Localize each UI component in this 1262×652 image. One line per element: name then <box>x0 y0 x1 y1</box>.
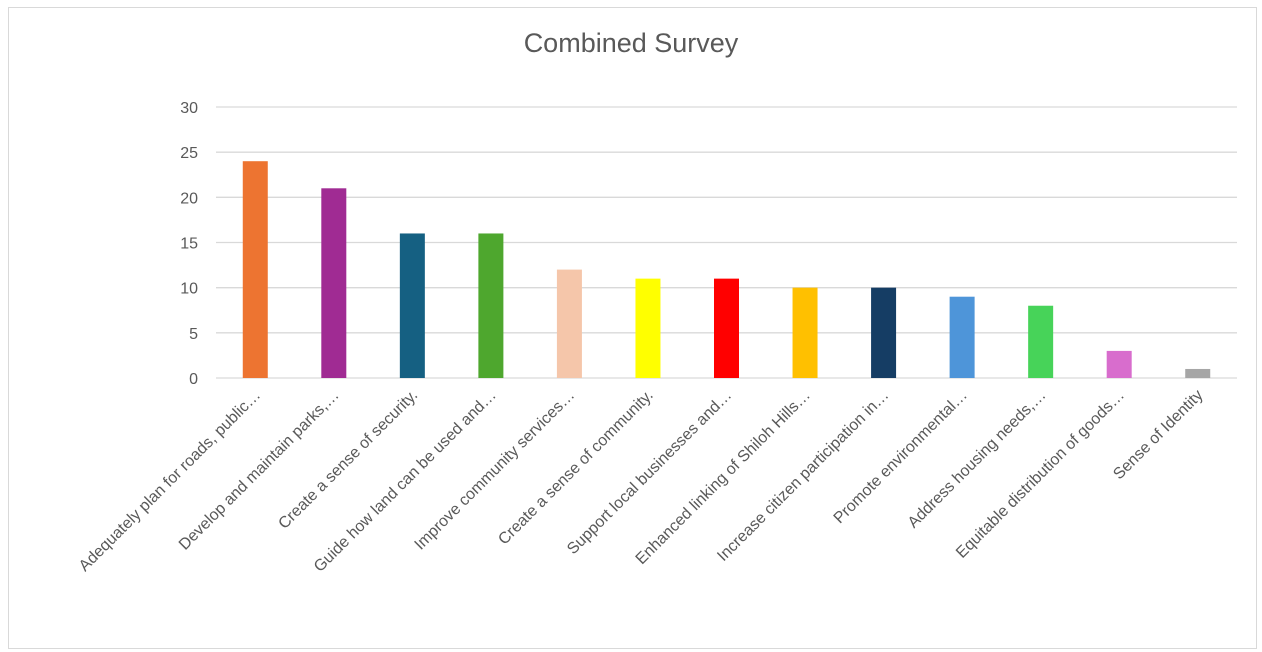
x-category-label: Enhanced linking of Shiloh Hills… <box>633 387 814 568</box>
bar <box>1028 305 1054 378</box>
bar <box>556 269 582 378</box>
x-category-label: Improve community services… <box>412 387 579 554</box>
x-category-label: Develop and maintain parks,… <box>176 387 343 554</box>
x-category-label: Increase citizen participation in… <box>714 387 892 565</box>
x-category-label: Address housing needs,… <box>905 387 1050 532</box>
x-category-label: Equitable distribution of goods… <box>953 387 1128 562</box>
chart-title: Combined Survey <box>523 28 739 58</box>
y-tick-label: 15 <box>180 236 198 253</box>
bar <box>714 278 739 378</box>
y-tick-label: 20 <box>180 190 198 207</box>
bar <box>478 233 504 378</box>
x-axis-labels: Adequately plan for roads, public…Develo… <box>76 387 1207 576</box>
bar <box>1185 368 1211 378</box>
x-category-label: Create a sense of community. <box>495 387 656 548</box>
y-tick-label: 0 <box>189 371 198 388</box>
bars <box>242 161 1211 378</box>
x-category-label: Support local businesses and… <box>564 387 735 558</box>
y-tick-label: 25 <box>180 145 198 162</box>
bar <box>1106 350 1132 378</box>
bar <box>871 287 897 378</box>
bar <box>399 233 425 378</box>
y-tick-label: 5 <box>189 326 198 343</box>
bar <box>792 287 818 378</box>
y-axis-ticks: 0 5 10 15 20 25 30 <box>180 100 198 388</box>
bar <box>635 278 661 378</box>
x-category-label: Create a sense of security. <box>275 387 421 533</box>
y-tick-label: 30 <box>180 100 198 117</box>
bar <box>242 161 268 378</box>
bar <box>321 188 347 378</box>
y-tick-label: 10 <box>180 281 198 298</box>
x-category-label: Promote environmental… <box>831 387 971 527</box>
bar <box>949 296 975 378</box>
